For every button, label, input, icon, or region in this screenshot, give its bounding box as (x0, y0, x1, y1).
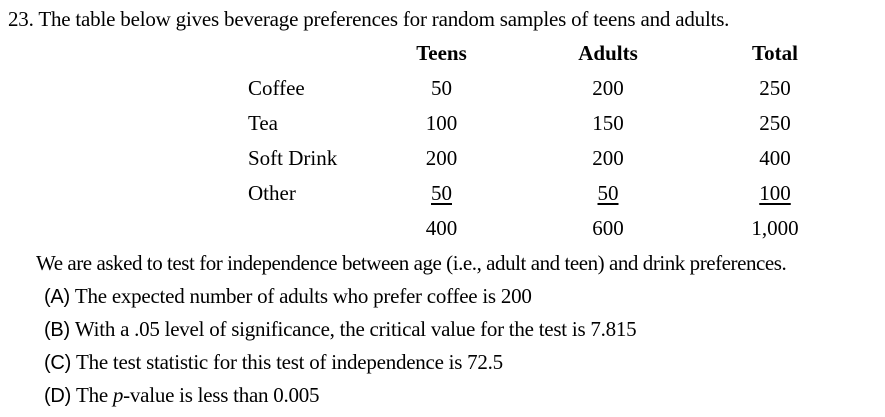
option-b-text: With a .05 level of significance, the cr… (74, 317, 637, 341)
option-c: (C) The test statistic for this test of i… (44, 346, 636, 379)
cell-other-total: 100 (759, 181, 791, 205)
question-number: 23. (8, 7, 34, 31)
question-text: The table below gives beverage preferenc… (38, 7, 730, 31)
option-a-text: The expected number of adults who prefer… (74, 284, 532, 308)
answer-options: (A) The expected number of adults who pre… (44, 280, 637, 412)
table-header-total: Total (752, 41, 798, 65)
option-d: (D) The p-value is less than 0.005 (44, 379, 636, 412)
table-header-empty (248, 36, 375, 71)
beverage-frequency-table: Teens Adults Total Coffee 50 200 250 Tea… (248, 36, 842, 246)
cell-coffee-adults: 200 (592, 76, 624, 100)
row-label-tea: Tea (248, 111, 279, 135)
option-b-letter: (B) (44, 319, 70, 341)
statement-text: We are asked to test for independence be… (36, 251, 787, 275)
row-label-other: Other (248, 181, 296, 205)
row-label-totals (248, 211, 375, 246)
option-b: (B) With a .05 level of significance, the… (44, 313, 637, 346)
cell-totals-teens: 400 (425, 216, 458, 240)
cell-coffee-teens: 50 (431, 76, 452, 100)
option-a-letter: (A) (44, 286, 70, 308)
row-label-soft-drink: Soft Drink (248, 146, 338, 170)
cell-other-adults: 50 (597, 181, 619, 205)
option-c-text: The test statistic for this test of inde… (76, 350, 503, 374)
cell-soft-drink-teens: 200 (425, 146, 458, 170)
option-d-letter: (D) (44, 385, 72, 407)
option-d-text: The p-value is less than 0.005 (76, 383, 320, 407)
cell-other-teens: 50 (431, 181, 452, 205)
row-label-coffee: Coffee (248, 76, 305, 100)
cell-soft-drink-total: 400 (759, 146, 791, 170)
cell-tea-adults: 150 (592, 111, 624, 135)
cell-coffee-total: 250 (759, 76, 791, 100)
cell-totals-adults: 600 (592, 216, 624, 240)
table-header-adults: Adults (578, 41, 638, 65)
option-a: (A) The expected number of adults who pre… (44, 280, 636, 313)
table-header-teens: Teens (416, 41, 467, 65)
question-line: 23. The table below gives beverage prefe… (8, 6, 868, 32)
cell-tea-total: 250 (759, 111, 791, 135)
option-c-letter: (C) (44, 352, 72, 374)
cell-tea-teens: 100 (425, 111, 458, 135)
cell-totals-total: 1,000 (751, 216, 799, 240)
cell-soft-drink-adults: 200 (592, 146, 624, 170)
